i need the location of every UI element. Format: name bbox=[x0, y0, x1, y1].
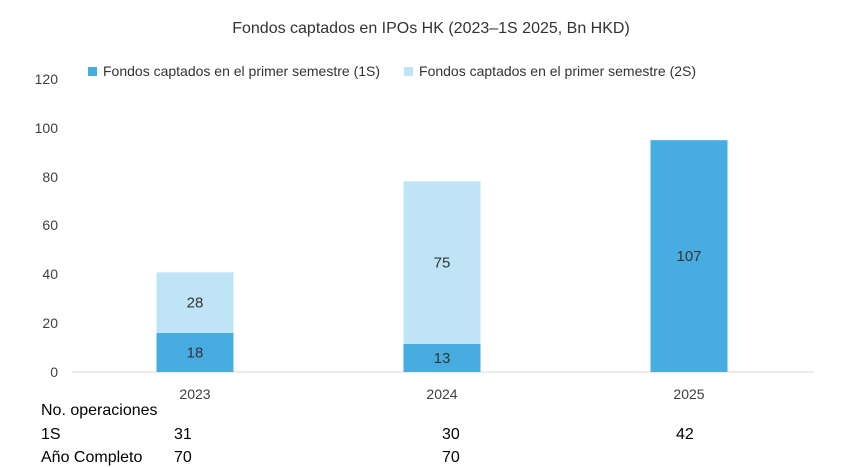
bars-group: 18 28 13 75 107 bbox=[156, 140, 728, 372]
data-label-2024-1s: 13 bbox=[434, 350, 451, 367]
ops-row-label-full: Año Completo bbox=[41, 449, 143, 466]
bar-2023-1s bbox=[156, 333, 234, 372]
y-tick-label: 20 bbox=[42, 315, 58, 331]
data-label-2023-1s: 18 bbox=[187, 345, 204, 362]
bar-2025-1s bbox=[650, 140, 728, 372]
ops-cell: 70 bbox=[174, 449, 192, 466]
ops-row-label-1s: 1S bbox=[41, 426, 61, 443]
data-label-2025-1s: 107 bbox=[676, 248, 701, 265]
y-tick-label: 120 bbox=[34, 71, 58, 87]
y-tick-label: 80 bbox=[42, 169, 58, 185]
legend-item-1s: Fondos captados en el primer semestre (1… bbox=[88, 63, 380, 79]
legend-label-2s: Fondos captados en el primer semestre (2… bbox=[419, 63, 697, 79]
y-tick-label: 0 bbox=[50, 364, 58, 380]
y-tick-label: 60 bbox=[42, 217, 58, 233]
bar-2023-2s bbox=[156, 272, 234, 333]
chart-title: Fondos captados en IPOs HK (2023–1S 2025… bbox=[232, 20, 630, 37]
legend-swatch-1s bbox=[88, 66, 97, 76]
x-tick-label: 2024 bbox=[426, 386, 458, 402]
bar-2024-1s bbox=[403, 343, 481, 372]
y-tick-label: 100 bbox=[34, 120, 58, 136]
x-tick-label: 2023 bbox=[179, 386, 211, 402]
legend: Fondos captados en el primer semestre (1… bbox=[88, 63, 696, 79]
data-label-2024-2s: 75 bbox=[434, 255, 451, 272]
legend-swatch-2s bbox=[404, 66, 414, 76]
legend-label-1s: Fondos captados en el primer semestre (1… bbox=[103, 63, 381, 79]
ops-cell: 42 bbox=[676, 426, 694, 443]
x-tick-label: 2025 bbox=[673, 386, 705, 402]
ops-cell: 31 bbox=[174, 426, 192, 443]
ops-cell: 30 bbox=[442, 426, 460, 443]
y-tick-label: 40 bbox=[42, 266, 58, 282]
data-label-2023-2s: 28 bbox=[187, 295, 204, 312]
legend-item-2s: Fondos captados en el primer semestre (2… bbox=[404, 63, 696, 79]
ops-cell: 70 bbox=[442, 449, 460, 466]
ops-table-header: No. operaciones bbox=[41, 402, 158, 419]
bar-2024-2s bbox=[403, 181, 481, 344]
